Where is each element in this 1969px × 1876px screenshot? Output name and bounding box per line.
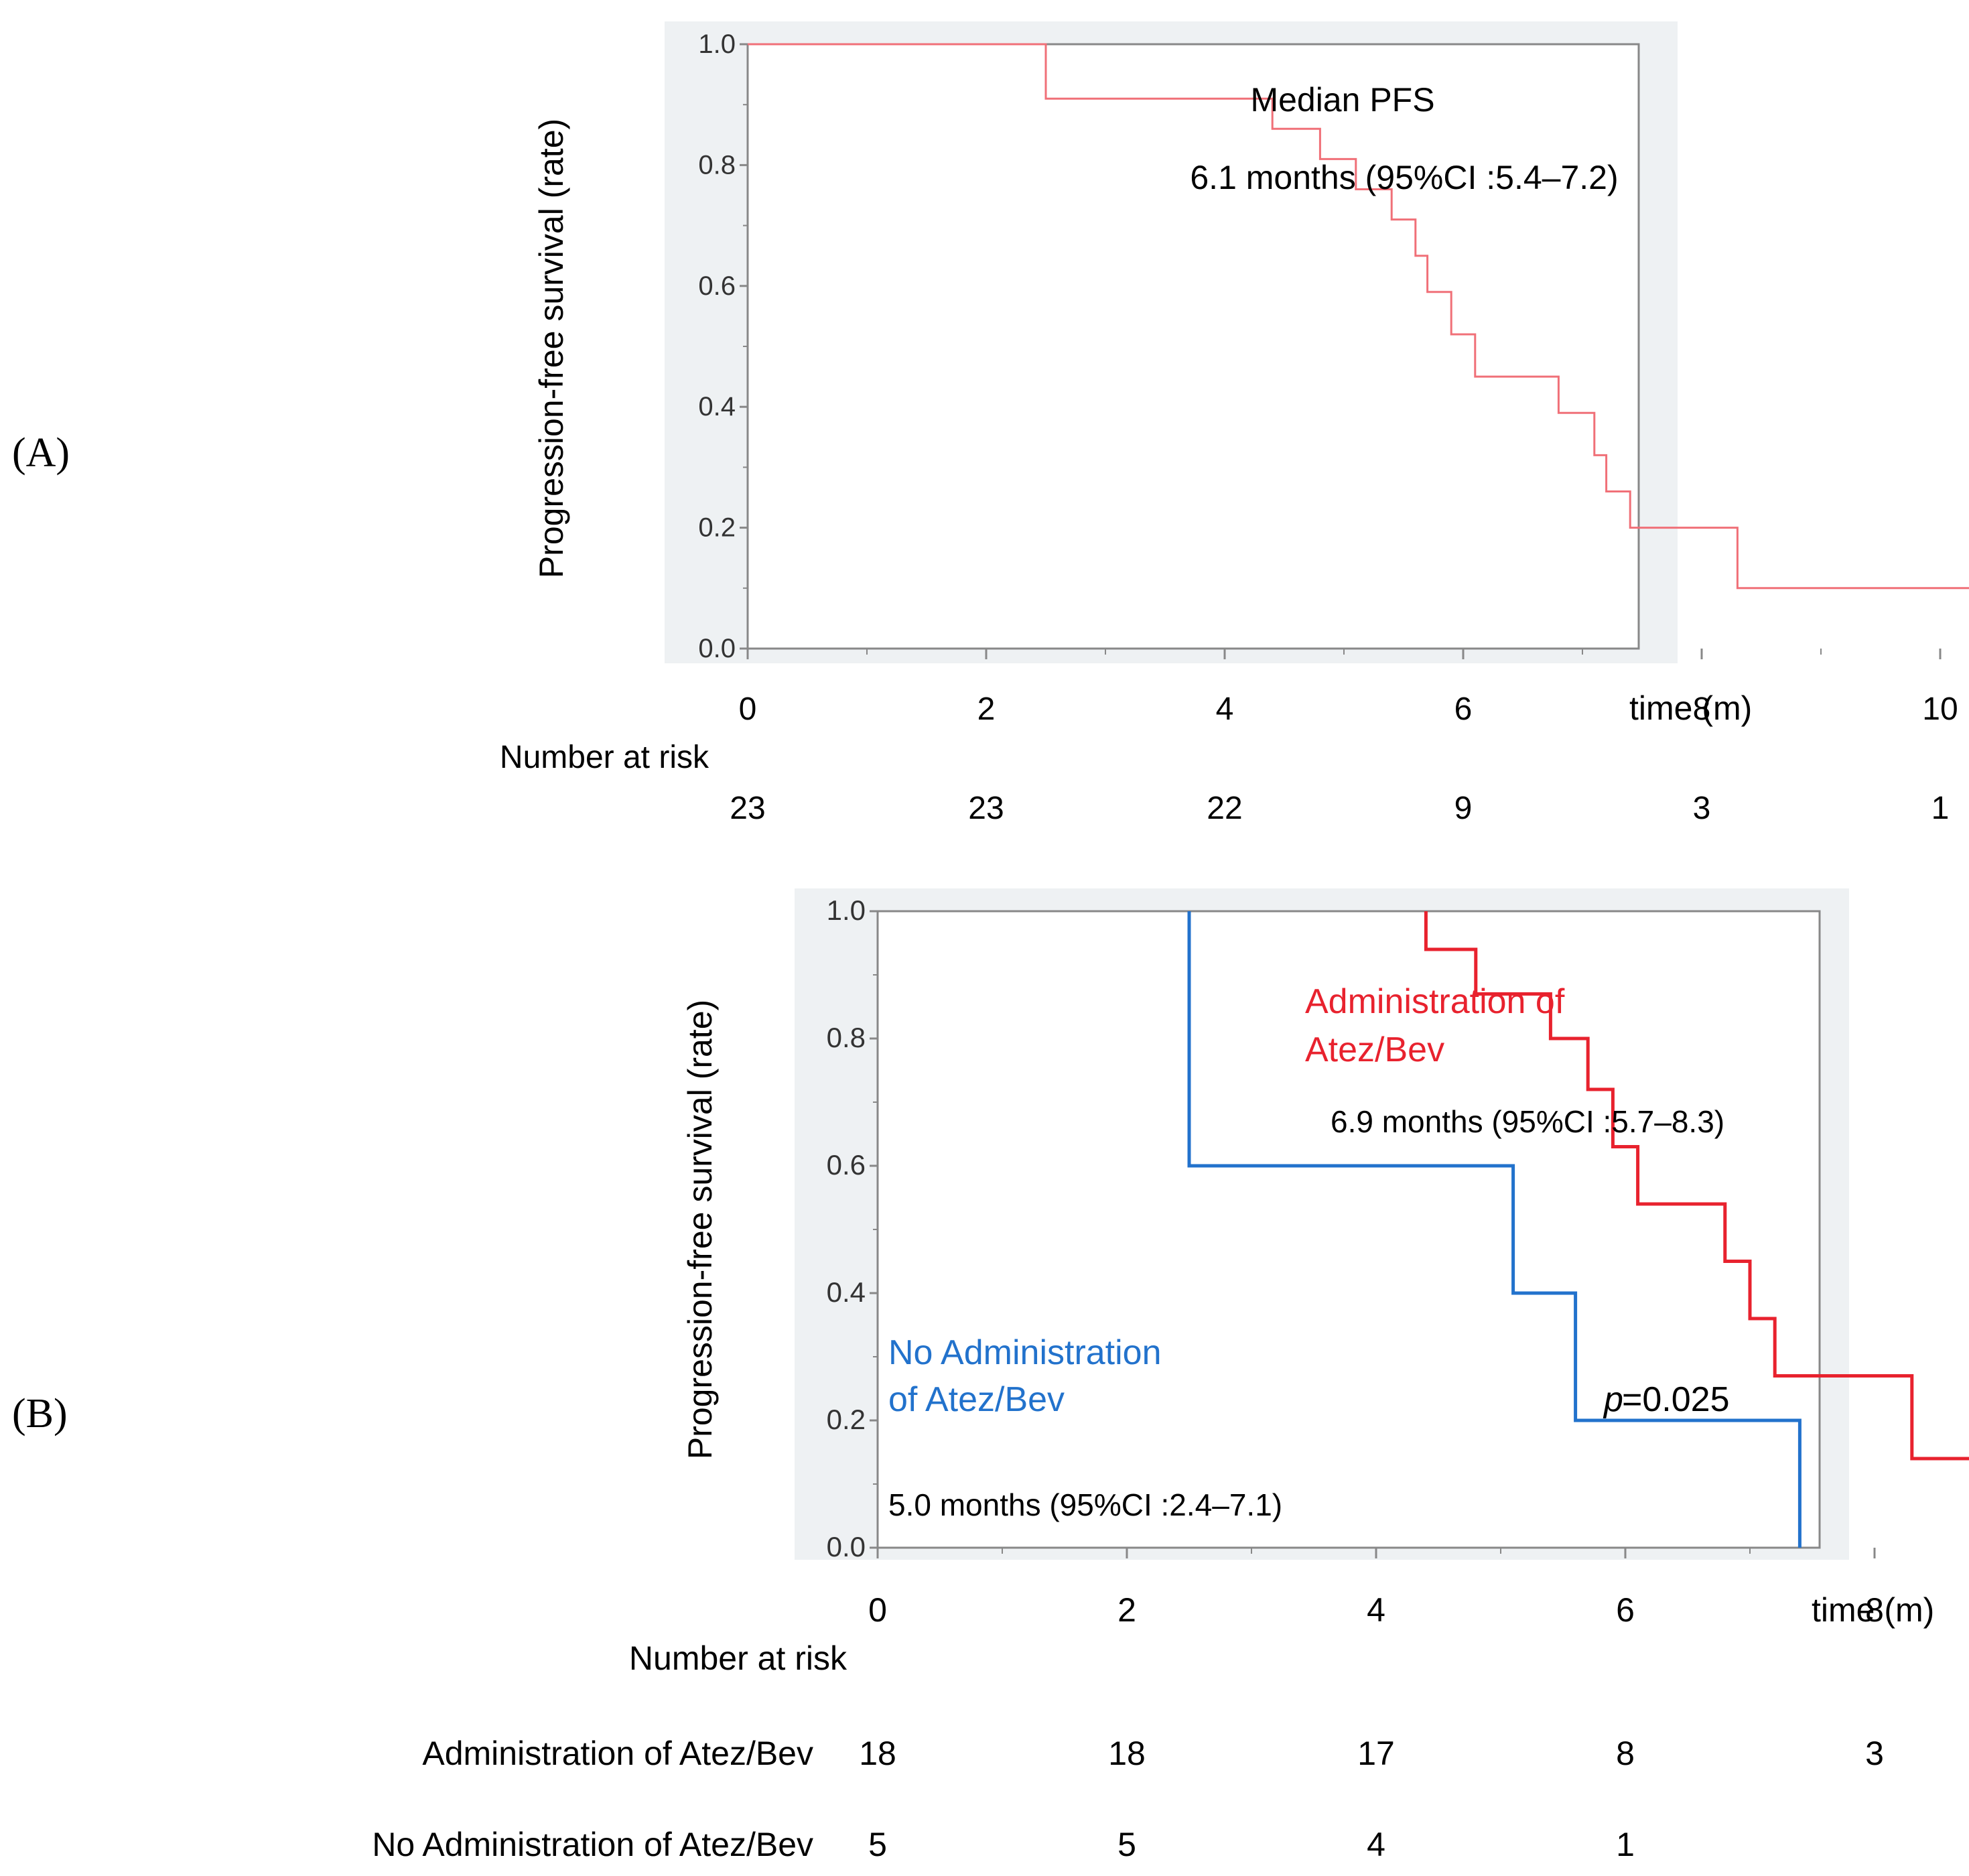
km-curve-series-1 [1187, 911, 1802, 1548]
y-tick-label: 0.0 [698, 634, 736, 663]
x-tick-label: 8 [1693, 691, 1711, 727]
panel-b-label: (B) [12, 1391, 68, 1436]
panel-a: (A) 0.00.20.40.60.81.0 02468101214 Progr… [12, 21, 1969, 826]
panel-a-y-axis-title: Progression-free survival (rate) [533, 119, 570, 578]
risk-row-label: Administration of Atez/Bev [422, 1735, 813, 1772]
x-tick-label: 0 [739, 691, 757, 727]
panel-b-p-value: =0.025 [1622, 1380, 1730, 1419]
panel-a-median-value: 6.1 months (95%CI :5.4–7.2) [1190, 159, 1618, 196]
panel-a-plot-area [746, 43, 1640, 650]
panel-b-curves [1187, 911, 1969, 1548]
x-tick-label: 2 [977, 691, 996, 727]
panel-a-median-title: Median PFS [1250, 81, 1434, 119]
panel-a-risk-title: Number at risk [500, 740, 709, 775]
y-tick-label: 0.6 [827, 1149, 866, 1181]
y-tick-label: 0.4 [827, 1276, 866, 1308]
panel-b: (B) 0.00.20.40.60.81.0 02468101214 Progr… [12, 888, 1969, 1863]
panel-b-legend-atez-line2: Atez/Bev [1305, 1030, 1444, 1069]
x-tick-label: 4 [1367, 1591, 1385, 1629]
panel-b-plot-area [876, 910, 1821, 1549]
y-tick-label: 1.0 [698, 29, 736, 59]
panel-a-x-axis-title: time (m) [1629, 689, 1752, 727]
risk-count: 23 [730, 791, 765, 826]
y-tick-label: 0.8 [698, 150, 736, 180]
panel-a-risk-table: 23232293111 [730, 791, 1950, 826]
y-tick-label: 0.0 [827, 1531, 866, 1562]
risk-count: 8 [1616, 1735, 1635, 1772]
x-tick-label: 6 [1616, 1591, 1635, 1629]
panel-b-risk-table: Administration of Atez/Bev18181783111No … [372, 1735, 1884, 1863]
y-tick-label: 0.6 [698, 271, 736, 301]
x-tick-label: 6 [1454, 691, 1473, 727]
risk-count: 1 [1616, 1826, 1635, 1863]
x-tick-label: 8 [1865, 1591, 1884, 1629]
panel-a-label: (A) [12, 430, 70, 476]
risk-count: 3 [1693, 791, 1711, 826]
risk-count: 5 [868, 1826, 887, 1863]
panel-b-legend-no-atez-line1: No Administration [888, 1333, 1162, 1372]
y-tick-label: 0.8 [827, 1022, 866, 1053]
y-tick-label: 1.0 [827, 894, 866, 926]
panel-b-risk-title: Number at risk [629, 1639, 847, 1677]
risk-count: 9 [1454, 791, 1473, 826]
y-tick-label: 0.4 [698, 392, 736, 421]
risk-count: 18 [859, 1735, 896, 1772]
risk-count: 4 [1367, 1826, 1385, 1863]
x-tick-label: 0 [868, 1591, 887, 1629]
risk-count: 18 [1108, 1735, 1146, 1772]
risk-count: 5 [1117, 1826, 1136, 1863]
panel-b-p-label: p [1603, 1380, 1623, 1419]
panel-a-y-axis: 0.0 0.2 0.4 0.6 0.8 1.0 [698, 29, 748, 663]
panel-a-curves [748, 43, 1969, 590]
panel-b-y-axis: 0.0 0.2 0.4 0.6 0.8 1.0 [827, 894, 878, 1562]
risk-count: 23 [968, 791, 1004, 826]
risk-count: 1 [1931, 791, 1950, 826]
km-curve-series-0 [748, 43, 1969, 590]
y-tick-label: 0.2 [698, 513, 736, 543]
panel-b-x-axis: 02468101214 [868, 1548, 1884, 1629]
x-tick-label: 10 [1922, 691, 1958, 727]
panel-a-x-axis: 02468101214 [739, 649, 1958, 727]
x-tick-label: 4 [1216, 691, 1234, 727]
risk-count: 22 [1207, 791, 1242, 826]
risk-count: 3 [1865, 1735, 1884, 1772]
km-curve-series-0 [1424, 911, 1969, 1461]
panel-b-x-axis-title: time (m) [1812, 1591, 1934, 1629]
panel-b-median-atez: 6.9 months (95%CI :5.7–8.3) [1331, 1104, 1724, 1139]
x-tick-label: 2 [1117, 1591, 1136, 1629]
panel-b-legend-atez-line1: Administration of [1305, 982, 1565, 1021]
panel-b-legend-no-atez-line2: of Atez/Bev [888, 1380, 1065, 1419]
risk-count: 17 [1357, 1735, 1395, 1772]
panel-b-median-no-atez: 5.0 months (95%CI :2.4–7.1) [888, 1487, 1282, 1522]
y-tick-label: 0.2 [827, 1404, 866, 1435]
panel-b-y-axis-title: Progression-free survival (rate) [681, 1000, 719, 1459]
risk-row-label: No Administration of Atez/Bev [372, 1826, 813, 1863]
